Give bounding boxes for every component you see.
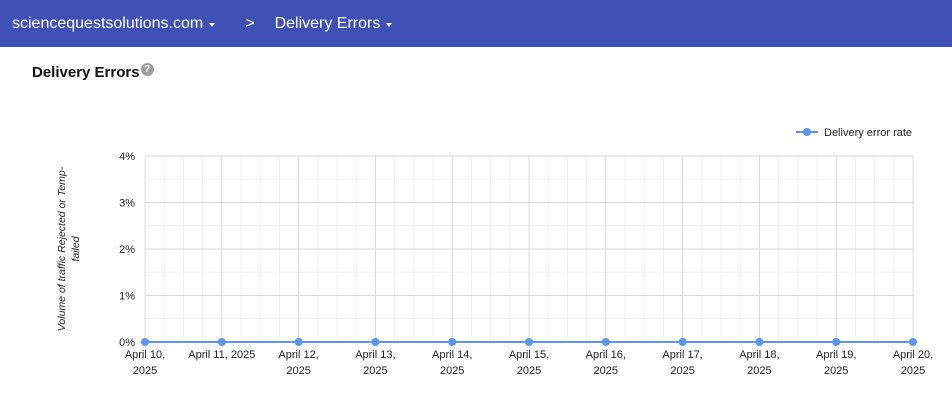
x-tick-label: 2025: [747, 365, 771, 377]
y-tick-label: 3%: [119, 198, 135, 210]
data-point: [217, 338, 226, 346]
y-tick-label: 4%: [119, 151, 135, 163]
x-tick-label: 2025: [824, 365, 848, 377]
x-tick-label: April 10,: [125, 349, 165, 361]
data-point: [525, 338, 533, 346]
breadcrumb-separator: >: [245, 14, 255, 32]
x-tick-label: April 18,: [739, 349, 779, 361]
x-tick-label: April 17,: [662, 349, 702, 361]
y-tick-label: 1%: [119, 291, 135, 303]
x-tick-label: 2025: [517, 365, 541, 377]
data-point: [678, 338, 687, 346]
data-point: [141, 338, 149, 346]
y-axis-label: Volume of traffic Rejected or Temp-: [56, 166, 68, 331]
legend-marker: [803, 128, 811, 136]
x-tick-label: 2025: [901, 365, 925, 377]
x-tick-label: 2025: [670, 365, 694, 377]
x-tick-label: April 20,: [893, 349, 933, 361]
x-tick-label: 2025: [133, 365, 157, 377]
x-tick-label: April 12,: [278, 349, 318, 361]
y-tick-label: 2%: [119, 244, 135, 256]
x-tick-label: 2025: [440, 365, 464, 377]
x-tick-label: April 13,: [355, 349, 395, 361]
section-title-text: Delivery Errors: [32, 64, 140, 81]
page-selector[interactable]: Delivery Errors: [275, 15, 393, 33]
x-tick-label: April 14,: [432, 349, 472, 361]
help-icon[interactable]: ?: [140, 63, 154, 76]
x-tick-label: April 11, 2025: [188, 349, 255, 361]
domain-label: sciencequestsolutions.com: [12, 14, 204, 32]
x-tick-label: April 15,: [509, 349, 549, 361]
x-tick-label: April 16,: [586, 349, 626, 361]
caret-down-icon: [386, 22, 393, 27]
y-tick-label: 0%: [119, 337, 135, 349]
top-bar: sciencequestsolutions.com > Delivery Err…: [0, 0, 952, 47]
x-tick-label: 2025: [286, 365, 310, 377]
data-point: [601, 338, 610, 346]
y-axis-label: failed: [70, 235, 82, 261]
data-point: [755, 338, 764, 346]
section-title: Delivery Errors?: [32, 63, 154, 81]
data-point: [832, 338, 841, 346]
x-tick-label: 2025: [594, 365, 618, 377]
caret-down-icon: [209, 22, 216, 27]
page-label: Delivery Errors: [274, 14, 381, 32]
data-point: [909, 338, 917, 346]
x-tick-label: 2025: [363, 365, 387, 377]
x-tick-label: April 19,: [816, 349, 856, 361]
data-point: [294, 338, 303, 346]
legend-label: Delivery error rate: [824, 127, 912, 139]
domain-selector[interactable]: sciencequestsolutions.com: [12, 14, 216, 33]
data-point: [448, 338, 457, 346]
data-point: [371, 338, 380, 346]
